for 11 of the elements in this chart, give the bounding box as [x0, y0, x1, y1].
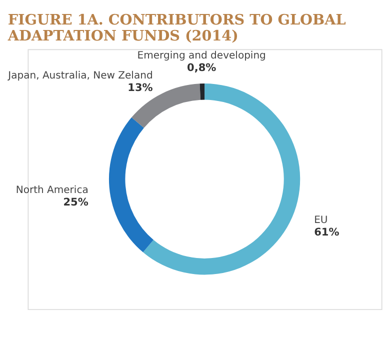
- data-label: 61%: [314, 226, 340, 238]
- data-label: 0,8%: [187, 62, 217, 74]
- data-label: 25%: [63, 196, 89, 208]
- slice-label: North America: [16, 184, 88, 196]
- slice-label: EU: [314, 214, 328, 226]
- slice-label: Japan, Australia, New Zeland: [7, 70, 153, 82]
- donut-slice: [200, 84, 205, 100]
- chart-title: FIGURE 1A. CONTRIBUTORS TO GLOBAL ADAPTATION FUNDS (2014): [6, 12, 346, 45]
- donut-slice: [108, 117, 154, 252]
- data-label: 13%: [128, 82, 154, 94]
- slice-label: Emerging and developing: [137, 50, 266, 62]
